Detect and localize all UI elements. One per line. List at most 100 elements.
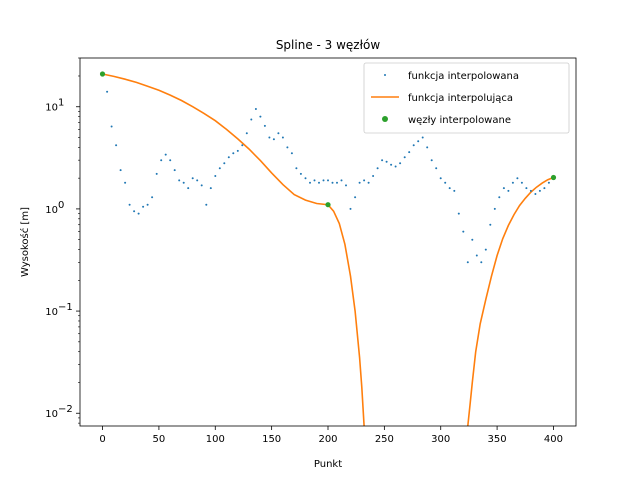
data-point: [281, 136, 284, 139]
data-point: [336, 181, 338, 184]
x-axis-label: Punkt: [314, 459, 342, 470]
x-tick-label: 350: [488, 434, 507, 445]
data-point: [160, 159, 163, 162]
data-point: [173, 169, 176, 172]
data-point: [457, 212, 460, 215]
data-point: [205, 203, 208, 206]
x-tick-label: 300: [431, 434, 450, 445]
data-point: [502, 187, 505, 190]
data-point: [444, 181, 447, 184]
data-point: [200, 184, 203, 187]
data-point: [385, 160, 388, 163]
data-point: [525, 187, 528, 190]
data-point: [313, 179, 316, 182]
y-tick-label: 10: [45, 205, 58, 216]
x-tick-label: 400: [544, 434, 563, 445]
data-point: [520, 181, 523, 184]
data-point: [394, 165, 397, 168]
data-point: [214, 175, 217, 177]
x-tick-label: 50: [153, 434, 166, 445]
data-point: [137, 212, 140, 215]
data-point: [498, 196, 501, 199]
data-point: [191, 177, 194, 180]
data-point: [349, 207, 352, 210]
y-tick-label: 10: [45, 409, 58, 420]
data-point: [327, 179, 329, 182]
data-point: [115, 144, 118, 147]
data-point: [466, 261, 469, 264]
data-point: [511, 181, 514, 184]
data-point: [331, 181, 334, 184]
x-axis: 0 50 100 150 200 250 300 350 400: [99, 426, 563, 445]
y-tick-exponent: 0: [58, 200, 64, 211]
data-point: [435, 167, 438, 170]
data-point: [471, 238, 474, 241]
data-point: [354, 196, 357, 199]
data-point: [475, 254, 478, 257]
x-tick-label: 200: [318, 434, 337, 445]
data-point: [236, 149, 239, 152]
y-tick-exponent: −1: [58, 302, 73, 313]
data-point: [345, 184, 347, 187]
data-point: [272, 138, 275, 141]
data-point: [493, 207, 496, 210]
data-point: [318, 181, 320, 184]
y-tick-label: 10: [45, 307, 58, 318]
data-point: [439, 177, 442, 180]
data-point: [489, 223, 492, 226]
legend-label-nodes: węzły interpolowane: [408, 115, 511, 126]
data-point: [187, 187, 190, 190]
data-point: [263, 124, 266, 127]
node-point: [99, 71, 106, 77]
data-point: [223, 162, 226, 165]
data-point: [286, 146, 289, 149]
legend-box: [363, 62, 570, 134]
legend: funkcja interpolowana funkcja interpoluj…: [363, 62, 570, 134]
data-point: [412, 144, 415, 147]
data-point: [299, 172, 302, 175]
spline-curve: [102, 73, 554, 426]
data-point: [408, 151, 411, 154]
data-point: [376, 167, 379, 170]
x-tick-label: 0: [99, 434, 105, 445]
data-point: [290, 152, 293, 155]
data-point: [196, 179, 199, 182]
data-point: [178, 179, 181, 182]
x-tick-label: 150: [262, 434, 281, 445]
chart-title: Spline - 3 węzłów: [276, 38, 381, 52]
data-point: [363, 179, 366, 182]
data-point: [430, 159, 433, 162]
data-point: [358, 181, 361, 184]
data-point: [516, 177, 519, 180]
data-point: [232, 152, 235, 155]
data-point: [322, 179, 325, 182]
y-tick-exponent: −2: [58, 404, 73, 415]
data-point: [547, 181, 550, 184]
data-point: [403, 156, 406, 159]
data-point: [295, 167, 298, 170]
legend-marker-nodes: [382, 116, 388, 122]
data-point: [164, 153, 167, 156]
data-point: [507, 189, 510, 192]
data-point: [484, 248, 487, 251]
data-point: [124, 181, 127, 184]
data-point: [543, 187, 546, 190]
data-point: [529, 189, 532, 192]
data-point: [142, 205, 145, 208]
data-point: [421, 136, 424, 139]
legend-label-data: funkcja interpolowana: [408, 71, 519, 82]
data-point: [155, 172, 158, 175]
series-layer: [99, 71, 557, 426]
x-tick-label: 100: [206, 434, 225, 445]
data-point: [110, 125, 113, 128]
data-point: [169, 159, 172, 162]
data-point: [241, 144, 244, 147]
data-point: [480, 261, 483, 264]
data-point: [448, 187, 451, 190]
y-tick-exponent: 1: [58, 98, 64, 109]
data-point: [534, 193, 537, 195]
data-point: [268, 136, 271, 139]
data-point: [309, 181, 311, 184]
y-axis-label: Wysokość [m]: [19, 207, 31, 277]
